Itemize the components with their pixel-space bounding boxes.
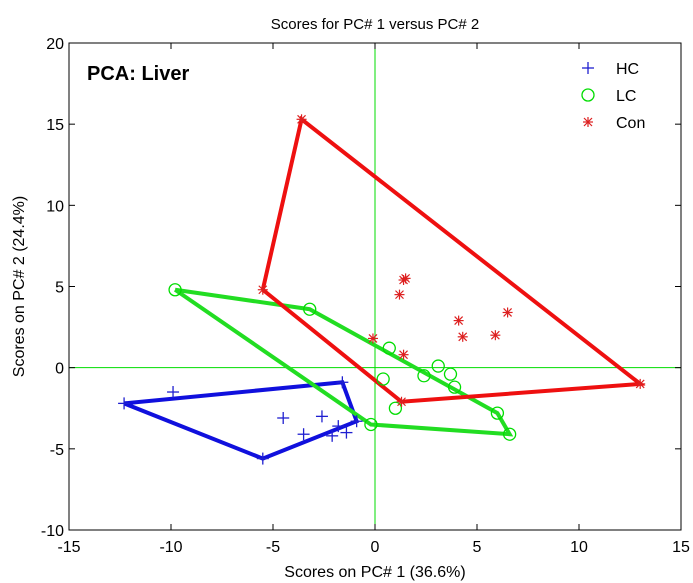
x-tick-label: -15 (57, 539, 80, 556)
point-lc-7 (431, 359, 445, 373)
point-lc-0 (168, 283, 182, 297)
point-lc-3 (376, 372, 390, 386)
plot-area (69, 43, 681, 530)
y-tick-label: 20 (46, 36, 64, 53)
y-tick-label: -5 (50, 442, 64, 459)
point-con-3 (394, 289, 405, 300)
point-con-1 (296, 114, 307, 125)
point-lc-2 (364, 417, 378, 432)
point-lc-11 (502, 427, 517, 441)
point-lc-8 (443, 367, 458, 381)
x-tick-label: -10 (159, 539, 182, 556)
point-con-0 (257, 284, 268, 295)
point-lc-4 (382, 341, 396, 355)
point-hc-9 (340, 426, 353, 439)
point-hc-10 (350, 415, 363, 428)
y-tick-label: 5 (55, 280, 64, 297)
point-lc-9 (447, 380, 462, 394)
legend-marker-lc (581, 88, 595, 102)
point-con-6 (398, 349, 409, 360)
point-con-7 (396, 396, 407, 407)
point-con-12 (635, 378, 646, 389)
point-lc-1 (303, 302, 317, 316)
chart-annotation: PCA: Liver (87, 63, 189, 85)
point-con-10 (490, 330, 501, 341)
x-tick-label: 5 (473, 539, 482, 556)
point-lc-10 (490, 406, 505, 420)
point-hc-5 (315, 410, 328, 423)
x-tick-label: 15 (672, 539, 690, 556)
point-hc-6 (326, 429, 339, 442)
point-hc-1 (167, 386, 180, 399)
point-con-8 (453, 315, 464, 326)
point-con-2 (367, 333, 378, 344)
legend-label-lc: LC (616, 88, 636, 105)
legend: HC LC Con (581, 61, 645, 132)
x-tick-label: 10 (570, 539, 588, 556)
point-hc-7 (332, 420, 345, 433)
point-lc-5 (388, 401, 403, 415)
y-tick-label: 15 (46, 117, 64, 134)
point-hc-0 (118, 397, 131, 410)
point-hc-8 (336, 376, 349, 389)
chart-title: Scores for PC# 1 versus PC# 2 (271, 16, 479, 33)
x-axis-title: Scores on PC# 1 (36.6%) (284, 564, 465, 581)
hull-lc (173, 287, 514, 437)
y-tick-label: 0 (55, 361, 64, 378)
y-tick-label: 10 (46, 198, 64, 215)
point-con-11 (502, 307, 513, 318)
x-tick-label: 0 (371, 539, 380, 556)
legend-label-con: Con (616, 115, 645, 132)
y-tick-label: -10 (41, 523, 64, 540)
point-lc-6 (417, 369, 431, 383)
x-tick-label: -5 (266, 539, 280, 556)
point-con-9 (457, 331, 468, 342)
point-hc-2 (256, 452, 269, 465)
legend-label-hc: HC (616, 61, 639, 78)
point-con-5 (400, 273, 411, 284)
legend-marker-con (583, 117, 593, 127)
legend-marker-hc (582, 62, 594, 74)
point-hc-3 (277, 411, 290, 424)
y-axis-title: Scores on PC# 2 (24.4%) (11, 196, 28, 377)
point-hc-4 (297, 428, 310, 441)
